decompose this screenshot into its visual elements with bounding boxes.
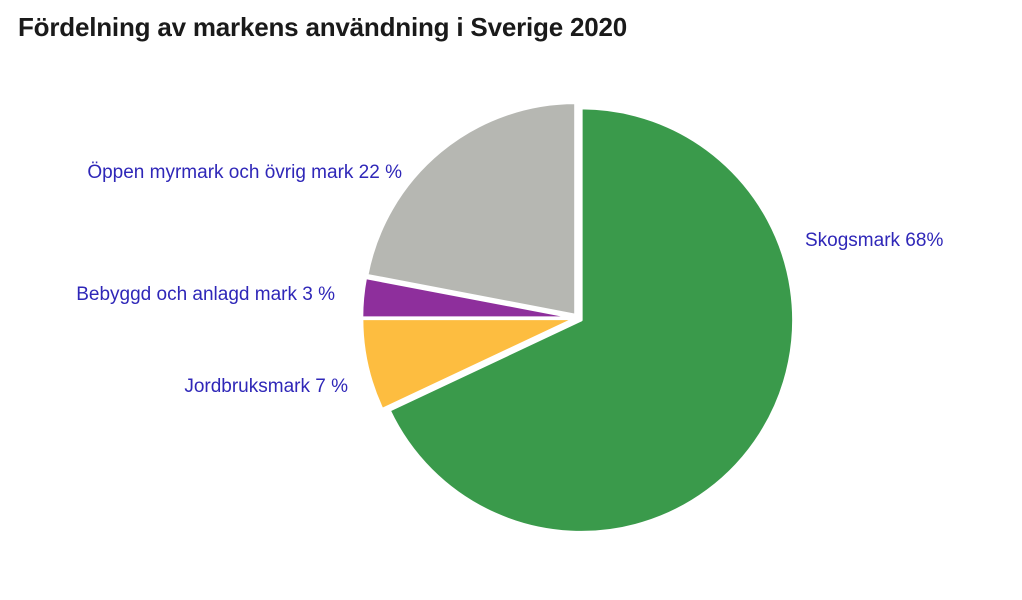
pie-slice: [360, 276, 576, 319]
slice-labels: Skogsmark 68% Jordbruksmark 7 % Bebyggd oc…: [76, 162, 943, 397]
slice-label: Skogsmark 68%: [805, 230, 943, 251]
chart-title: Fördelning av markens användning i Sveri…: [18, 12, 628, 42]
pie-slice: [388, 106, 795, 534]
slice-label: Bebyggd och anlagd mark 3 %: [76, 284, 335, 305]
slice-label: Jordbruksmark 7 %: [184, 376, 348, 397]
pie-slice: [365, 101, 577, 317]
pie-slice: [360, 317, 576, 411]
pie-slices: [360, 101, 795, 534]
slice-label: Öppen myrmark och övrig mark 22 %: [87, 162, 402, 183]
